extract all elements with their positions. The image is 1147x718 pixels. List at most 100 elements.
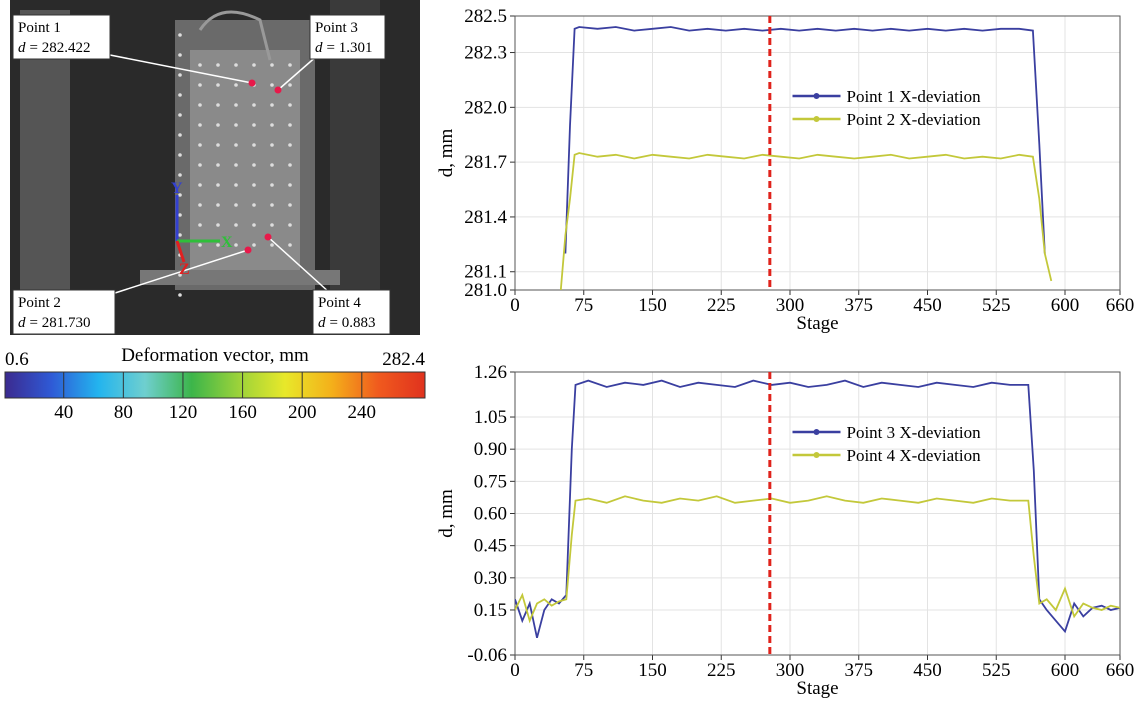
- colorbar-tick-label: 120: [169, 402, 198, 423]
- photo-dots: [178, 33, 292, 297]
- y-tick-label: 282.5: [464, 6, 507, 27]
- photo-dot: [252, 63, 256, 67]
- photo-dot: [234, 163, 238, 167]
- y-tick-label: 0.30: [474, 568, 507, 589]
- photo-dot: [252, 123, 256, 127]
- photo-dot: [252, 223, 256, 227]
- colorbar-max: 282.4: [382, 349, 425, 370]
- x-tick-label: 225: [707, 660, 736, 681]
- colorbar-tick-label: 240: [348, 402, 377, 423]
- series-line: [515, 379, 1120, 639]
- x-tick-label: 600: [1051, 660, 1080, 681]
- chart: -0.06 0.15 0.30 0.45 0.60 0.75 0.90 1.05 1.26 0 75…: [436, 362, 1134, 699]
- x-tick-label: 75: [574, 660, 593, 681]
- photo-dot: [288, 243, 292, 247]
- colorbar-tick-label: 80: [114, 402, 133, 423]
- point-marker: [274, 86, 282, 94]
- photo-dot: [198, 83, 202, 87]
- photo-frame: [20, 10, 70, 335]
- series-group: [559, 26, 1053, 290]
- photo-beam: [140, 270, 340, 285]
- colorbar-tick-label: 200: [288, 402, 317, 423]
- photo-dot: [270, 203, 274, 207]
- photo-dot: [288, 223, 292, 227]
- y-tick-label: 0.60: [474, 504, 507, 525]
- photo-dot: [252, 143, 256, 147]
- y-tick-label: 1.26: [474, 362, 507, 383]
- photo-dot: [252, 243, 256, 247]
- photo-dot: [216, 163, 220, 167]
- point-marker: [264, 233, 272, 241]
- y-tick-label: 0.45: [474, 536, 507, 557]
- photo-dot: [178, 193, 182, 197]
- photo-dot: [178, 213, 182, 217]
- y-tick-label: 281.1: [464, 262, 507, 283]
- x-tick-label: 300: [776, 295, 805, 316]
- point-box: [12, 14, 111, 60]
- point-symbol: d: [315, 40, 323, 56]
- point-value: d = 0.883: [318, 315, 375, 331]
- photo-dot: [178, 73, 182, 77]
- point-marker: [248, 79, 256, 87]
- x-axis-label: Stage: [796, 313, 838, 334]
- point-symbol: d: [18, 315, 26, 331]
- y-tick-label: 282.3: [464, 43, 507, 64]
- photo-dot: [270, 183, 274, 187]
- x-tick-label: 0: [510, 660, 520, 681]
- y-tick-label: 0.75: [474, 471, 507, 492]
- leader: [267, 236, 331, 294]
- photo-dot: [252, 183, 256, 187]
- photo-dot: [270, 63, 274, 67]
- x-tick-label: 225: [707, 295, 736, 316]
- photo-dot: [216, 223, 220, 227]
- y-tick-label: 0.90: [474, 439, 507, 460]
- photo-dot: [288, 83, 292, 87]
- photo-dot: [216, 123, 220, 127]
- photo-dot: [288, 143, 292, 147]
- photo-dot: [288, 183, 292, 187]
- photo-dot: [216, 83, 220, 87]
- y-tick-label: 281.4: [464, 207, 507, 228]
- legend-label: Point 2 X-deviation: [847, 110, 982, 129]
- point-box: [309, 14, 386, 60]
- y-axis-label: d, mm: [436, 489, 457, 538]
- photo-dot: [198, 243, 202, 247]
- y-tick-label: 282.0: [464, 97, 507, 118]
- x-tick-label: 525: [982, 660, 1011, 681]
- photo-dot: [198, 63, 202, 67]
- photo-dot: [234, 63, 238, 67]
- x-axis-label: Stage: [796, 678, 838, 699]
- photo-dot: [178, 53, 182, 57]
- legend-marker: [813, 452, 820, 458]
- series-line: [515, 495, 1120, 624]
- photo-dot: [178, 113, 182, 117]
- point-symbol: d: [318, 315, 326, 331]
- photo-cable: [198, 10, 272, 61]
- photo-dot: [198, 183, 202, 187]
- colorbar-bar: [4, 371, 426, 399]
- leader: [114, 249, 249, 294]
- axis-arrow: [175, 240, 186, 263]
- legend-label: Point 4 X-deviation: [847, 446, 982, 465]
- photo-dot: [178, 293, 182, 297]
- photo-dot: [216, 103, 220, 107]
- x-tick-label: 150: [638, 660, 667, 681]
- photo-dot: [178, 233, 182, 237]
- photo-dot: [216, 203, 220, 207]
- x-tick-label: 75: [574, 295, 593, 316]
- series-group: [515, 379, 1120, 639]
- photo-dot: [198, 123, 202, 127]
- point-value: d = 1.301: [315, 40, 372, 56]
- photo-dot: [288, 123, 292, 127]
- legend-label: Point 3 X-deviation: [847, 423, 982, 442]
- point-number: = 0.883: [330, 315, 376, 331]
- photo-dot: [270, 223, 274, 227]
- photo-dot: [252, 203, 256, 207]
- x-tick-label: 660: [1106, 295, 1135, 316]
- point-number: = 1.301: [327, 40, 373, 56]
- photo-dot: [234, 243, 238, 247]
- point-name: Point 2: [18, 295, 61, 311]
- photo-dot: [198, 223, 202, 227]
